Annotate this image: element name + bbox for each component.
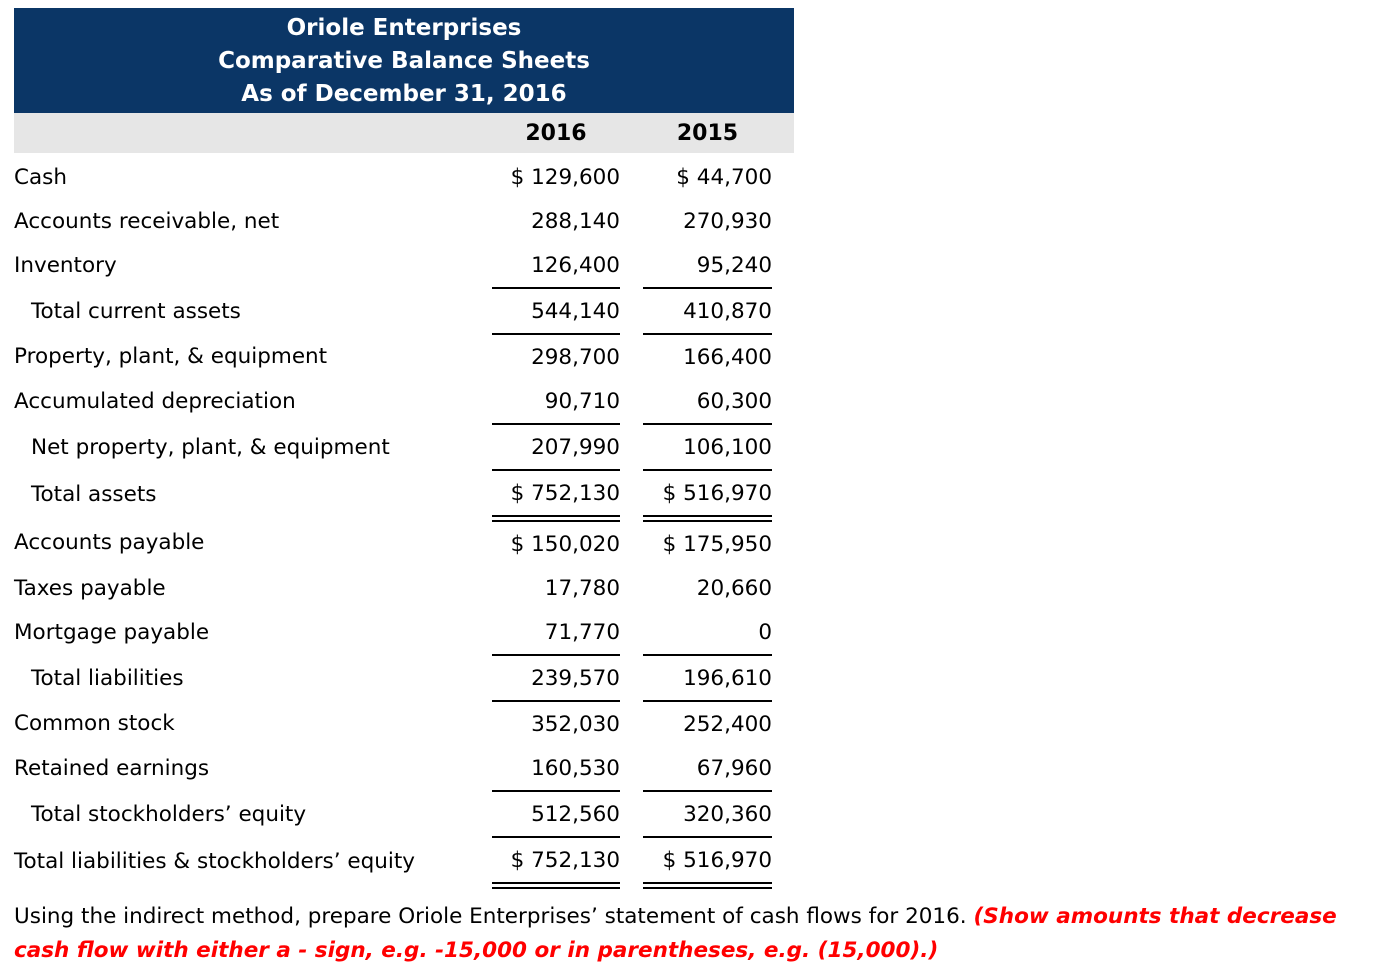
table-row-total-stockholders-equity: Total stockholders’ equity 512,560 320,3… [14, 791, 794, 838]
row-value-2016: 352,030 [531, 711, 620, 737]
table-row-total-liabilities-and-equity: Total liabilities & stockholders’ equity… [14, 837, 794, 889]
sheet-title-banner: Oriole Enterprises Comparative Balance S… [14, 8, 794, 113]
table-row-total-assets: Total assets $ 752,130 $ 516,970 [14, 470, 794, 522]
row-value-2015: 0 [643, 610, 772, 656]
table-row-accumulated-depreciation: Accumulated depreciation 90,710 60,300 [14, 379, 794, 425]
row-value-2016: 512,560 [492, 791, 620, 838]
row-value-2015: 95,240 [643, 243, 772, 289]
table-row-retained-earnings: Retained earnings 160,530 67,960 [14, 746, 794, 792]
row-value-2016: $ 150,020 [510, 531, 620, 557]
table-row-accounts-payable: Accounts payable $ 150,020 $ 175,950 [14, 519, 794, 567]
row-label: Total liabilities [31, 665, 184, 691]
table-row-inventory: Inventory 126,400 95,240 [14, 243, 794, 289]
row-label: Accounts payable [14, 529, 205, 555]
row-label: Property, plant, & equipment [14, 344, 328, 369]
row-value-2015: 67,960 [643, 746, 772, 792]
row-label: Total liabilities & stockholders’ equity [14, 848, 416, 874]
row-value-2016: 71,770 [492, 610, 620, 656]
instruction-plain-text: Using the indirect method, prepare Oriol… [14, 904, 974, 929]
row-label: Common stock [14, 711, 175, 736]
row-value-2016: 239,570 [492, 655, 620, 702]
column-header-2016: 2016 [525, 120, 587, 146]
row-label: Retained earnings [14, 756, 210, 781]
row-label: Taxes payable [14, 575, 166, 601]
row-label: Total current assets [31, 298, 241, 324]
table-row-total-liabilities: Total liabilities 239,570 196,610 [14, 655, 794, 702]
row-value-2015: 410,870 [643, 288, 772, 335]
row-label: Inventory [14, 253, 117, 278]
row-value-2016: 298,700 [531, 344, 620, 370]
row-value-2016: 544,140 [492, 288, 620, 335]
balance-sheet: Oriole Enterprises Comparative Balance S… [14, 8, 794, 889]
table-row-taxes-payable: Taxes payable 17,780 20,660 [14, 566, 794, 610]
row-value-2015: $ 44,700 [676, 164, 772, 190]
row-value-2015: 196,610 [643, 655, 772, 702]
row-label: Accumulated depreciation [14, 389, 296, 414]
row-label: Net property, plant, & equipment [31, 434, 390, 460]
company-name: Oriole Enterprises [286, 15, 522, 41]
row-value-2015: $ 516,970 [643, 837, 772, 889]
table-row-cash: Cash $ 129,600 $ 44,700 [14, 155, 794, 199]
row-value-2015: 252,400 [683, 711, 772, 737]
table-row-total-current-assets: Total current assets 544,140 410,870 [14, 288, 794, 335]
row-value-2015: 166,400 [683, 344, 772, 370]
row-value-2015: 60,300 [643, 379, 772, 425]
instruction-emphasis-text: (Show amounts that decrease cash flow wi… [14, 904, 1337, 963]
table-row-net-ppe: Net property, plant, & equipment 207,990… [14, 424, 794, 471]
row-value-2016: 90,710 [492, 379, 620, 425]
table-row-accounts-receivable: Accounts receivable, net 288,140 270,930 [14, 199, 794, 243]
column-header-2015: 2015 [676, 120, 739, 146]
row-value-2016: 288,140 [531, 208, 620, 234]
balance-sheet-table: Cash $ 129,600 $ 44,700 Accounts receiva… [14, 155, 794, 889]
table-row-common-stock: Common stock 352,030 252,400 [14, 701, 794, 746]
row-label: Total stockholders’ equity [31, 801, 307, 827]
row-label: Total assets [31, 481, 157, 507]
table-row-ppe: Property, plant, & equipment 298,700 166… [14, 334, 794, 379]
table-row-mortgage-payable: Mortgage payable 71,770 0 [14, 610, 794, 656]
row-value-2016: $ 752,130 [492, 837, 620, 889]
statement-name: Comparative Balance Sheets [218, 48, 590, 74]
row-value-2015: 106,100 [643, 424, 772, 471]
row-label: Cash [14, 164, 68, 190]
row-value-2015: $ 175,950 [662, 531, 772, 557]
row-value-2015: 320,360 [643, 791, 772, 838]
column-headers-row: 2016 2015 [14, 113, 794, 153]
statement-date: As of December 31, 2016 [241, 81, 567, 107]
row-value-2015: 270,930 [683, 208, 772, 234]
row-value-2016: 207,990 [492, 424, 620, 471]
row-label: Accounts receivable, net [14, 208, 280, 234]
row-value-2016: 126,400 [492, 243, 620, 289]
row-label: Mortgage payable [14, 620, 210, 645]
row-value-2016: 160,530 [492, 746, 620, 792]
row-value-2015: 20,660 [696, 575, 772, 601]
row-value-2016: 17,780 [544, 575, 620, 601]
row-value-2016: $ 752,130 [492, 470, 620, 522]
row-value-2016: $ 129,600 [510, 164, 620, 190]
instruction-text: Using the indirect method, prepare Oriol… [14, 900, 1372, 968]
row-value-2015: $ 516,970 [643, 470, 772, 522]
